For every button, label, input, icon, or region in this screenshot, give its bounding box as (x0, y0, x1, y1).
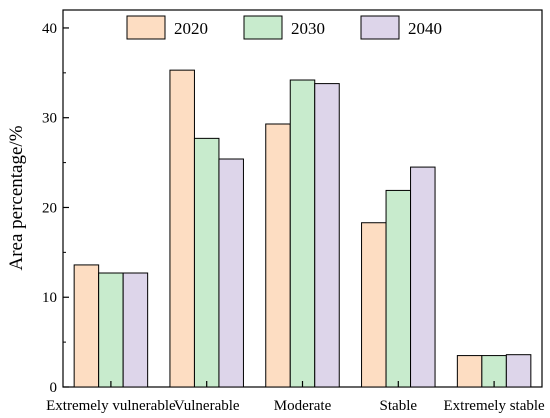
y-tick-label: 0 (50, 380, 58, 396)
legend-label-2020: 2020 (174, 19, 208, 38)
bar-moderate-2020 (265, 123, 291, 388)
legend-swatch-2040 (360, 15, 400, 40)
bar-stable-2020 (361, 222, 387, 388)
bar-extremely-vulnerable-2030 (98, 272, 124, 388)
bar-moderate-2030 (289, 79, 316, 388)
x-tick-label-moderate: Moderate (274, 398, 332, 414)
bar-moderate-2040 (314, 83, 340, 388)
y-axis-label: Area percentage/% (6, 125, 27, 270)
y-tick-label: 10 (42, 290, 57, 306)
y-tick-label: 20 (42, 200, 57, 216)
bar-stable-2030 (385, 189, 412, 388)
bars-group (73, 69, 532, 388)
legend-swatch-2030 (243, 15, 283, 40)
y-tick-label: 30 (42, 111, 57, 127)
legend-label-2030: 2030 (291, 19, 325, 38)
legend-swatch-2020 (126, 15, 166, 40)
x-tick-label-vulnerable: Vulnerable (174, 398, 240, 414)
x-tick-label-extremely-vulnerable: Extremely vulnerable (46, 398, 176, 414)
bar-vulnerable-2020 (169, 69, 195, 388)
bar-vulnerable-2030 (193, 137, 220, 388)
legend-label-2040: 2040 (408, 19, 442, 38)
bar-vulnerable-2040 (218, 158, 244, 388)
legend: 2020 2030 2040 (126, 15, 442, 40)
y-axis: 0 10 20 30 40 (42, 21, 69, 396)
x-tick-label-extremely-stable: Extremely stable (443, 398, 545, 414)
bar-extremely-vulnerable-2020 (73, 264, 100, 388)
y-tick-label: 40 (42, 21, 57, 37)
bar-extremely-vulnerable-2040 (122, 272, 149, 388)
x-tick-label-stable: Stable (380, 398, 418, 414)
bar-stable-2040 (410, 166, 436, 388)
bar-extremely-stable-2040 (505, 354, 532, 388)
bar-extremely-stable-2020 (456, 355, 483, 388)
